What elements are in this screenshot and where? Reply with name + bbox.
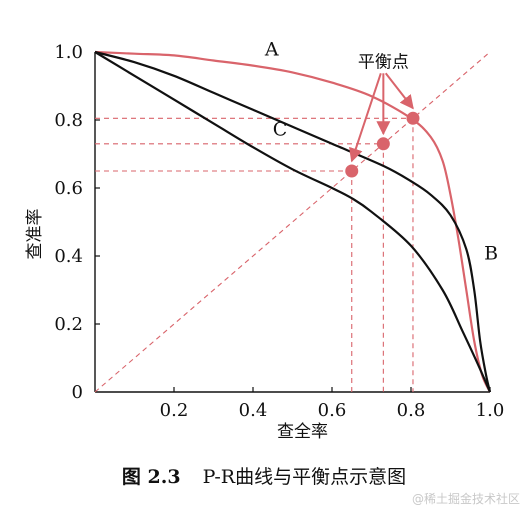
curve-label-c: C	[273, 118, 288, 140]
x-tick-label: 0.8	[397, 400, 426, 421]
y-tick-label: 0.8	[54, 110, 83, 131]
x-axis-label: 查全率	[277, 422, 328, 442]
y-tick-label: 0	[72, 382, 83, 403]
x-tick-label: 0.4	[239, 400, 268, 421]
curve-label-b: B	[484, 242, 498, 264]
annotation-arrow	[349, 72, 382, 163]
pr-curve-c	[94, 51, 492, 393]
break-even-line	[94, 51, 491, 393]
x-tick-label: 0.6	[318, 400, 347, 421]
annotation-arrows	[349, 72, 414, 163]
break-even-point-a	[406, 111, 420, 125]
break-even-annotation: 平衡点	[358, 52, 409, 72]
y-axis-label: 查准率	[25, 209, 45, 260]
annotation-arrow	[384, 72, 414, 110]
pr-curves: A B C	[94, 38, 498, 393]
figure-number: 图 2.3	[122, 466, 181, 488]
y-tick-label: 1.0	[54, 42, 83, 63]
break-even-point-b	[376, 137, 390, 151]
figure-caption-text: P-R曲线与平衡点示意图	[203, 466, 406, 488]
y-tick-label: 0.6	[54, 178, 83, 199]
break-even-point-c	[345, 164, 359, 178]
y-ticks: 0 0.2 0.4 0.6 0.8 1.0	[54, 42, 100, 403]
y-tick-label: 0.2	[54, 314, 83, 335]
curve-label-a: A	[264, 38, 279, 60]
figure-caption: 图 2.3 P-R曲线与平衡点示意图	[122, 466, 406, 488]
break-even-guide-lines	[94, 51, 491, 393]
y-tick-label: 0.4	[54, 246, 83, 267]
x-ticks: 0.2 0.4 0.6 0.8 1.0	[160, 387, 505, 421]
x-tick-label: 1.0	[476, 400, 505, 421]
x-tick-label: 0.2	[160, 400, 189, 421]
plot-area: 0.2 0.4 0.6 0.8 1.0 0 0.2 0.4 0.6 0.8 1.0 A B C	[54, 38, 504, 421]
watermark: @稀土掘金技术社区	[412, 491, 520, 506]
pr-curve-b	[94, 50, 492, 393]
break-even-points	[345, 111, 420, 178]
